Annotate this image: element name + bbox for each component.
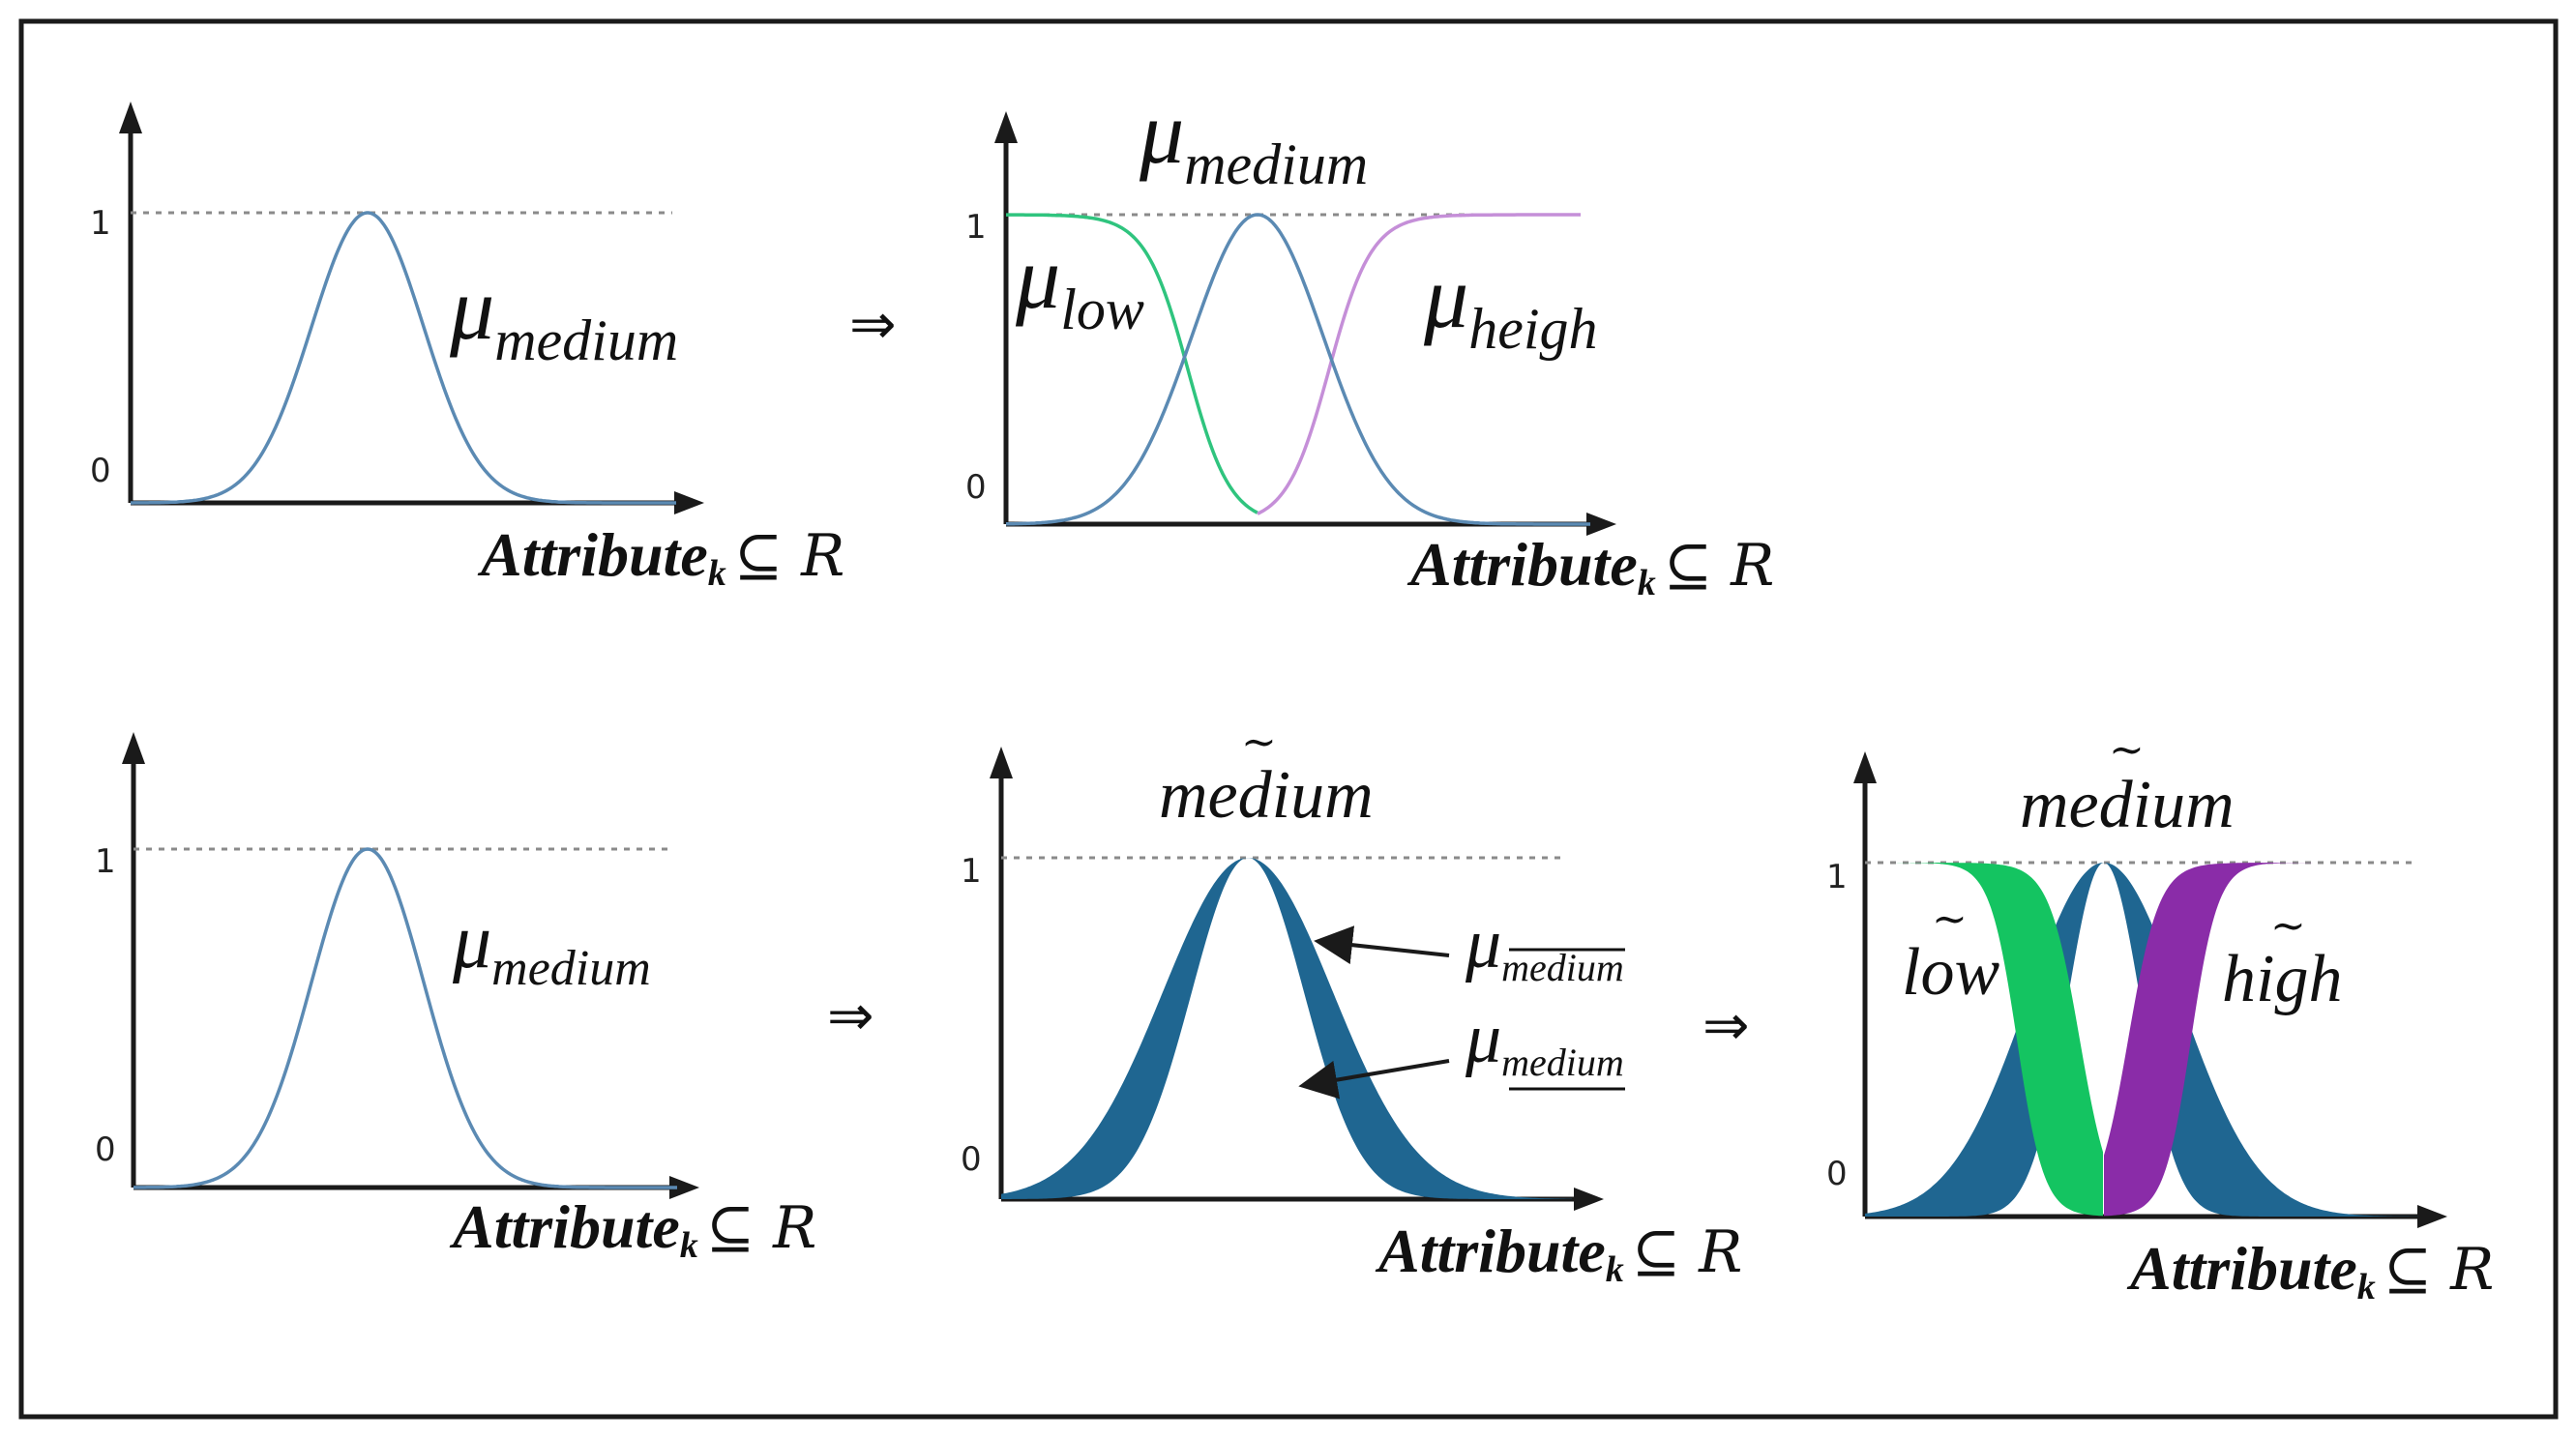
- mu-upper-medium-label: μmedium: [1465, 904, 1624, 989]
- x-axis-arrow: [1586, 513, 1616, 536]
- panel-type1-partition: 1 0 μmedium μlow μheigh Attributek ⊆ R: [965, 83, 1774, 603]
- implies-arrow-bottom-right: ⇒: [1703, 992, 1750, 1058]
- low-footprint-of-uncertainty: [1865, 863, 2103, 1217]
- figure-border: [18, 18, 2559, 1420]
- y-axis-arrow: [1853, 751, 1877, 783]
- tilde-mark: ~: [1241, 718, 1277, 767]
- high-tilde-label: ~ high: [2222, 901, 2342, 1016]
- x-axis-label: Attributek ⊆ R: [477, 520, 844, 594]
- mu-medium-label: μmedium: [452, 899, 651, 996]
- high-footprint-of-uncertainty: [2104, 863, 2346, 1217]
- medium-membership-curve: [131, 211, 676, 505]
- upper-membership-pointer: [1314, 925, 1450, 965]
- panel-type1-single: 1 0 μmedium Attributek ⊆ R: [90, 102, 844, 594]
- x-axis-label: Attributek ⊆ R: [1406, 530, 1774, 603]
- tick-one: 1: [961, 852, 982, 891]
- mu-heigh-label: μheigh: [1423, 248, 1598, 361]
- x-axis-label: Attributek ⊆ R: [1375, 1217, 1742, 1290]
- tick-zero: 0: [95, 1130, 116, 1169]
- medium-tilde-label: ~ medium: [1159, 718, 1374, 833]
- tick-one: 1: [90, 204, 111, 243]
- x-axis-arrow: [674, 491, 704, 514]
- x-axis-arrow: [669, 1176, 699, 1199]
- lower-membership-pointer: [1298, 1059, 1450, 1100]
- panel-it2-single: 1 0 ~ medium μmedium μmedium Attributek ⊆…: [961, 718, 1742, 1290]
- tick-zero: 0: [90, 452, 111, 490]
- y-axis-arrow: [990, 747, 1013, 778]
- tick-one: 1: [1826, 858, 1848, 896]
- y-axis-arrow: [119, 102, 142, 133]
- panel-it2-partition: 1 0 ~ medium ~ low ~ high Attributek ⊆ R: [1826, 725, 2494, 1307]
- medium-footprint-of-uncertainty: [1865, 863, 2418, 1217]
- low-tilde-label: ~ low: [1902, 895, 1999, 1010]
- medium-footprint-of-uncertainty: [1001, 858, 1572, 1199]
- y-axis-arrow: [994, 111, 1018, 143]
- x-axis-arrow: [2417, 1205, 2447, 1228]
- medium-membership-curve: [1006, 213, 1590, 526]
- medium-tilde-label: ~ medium: [2020, 725, 2235, 842]
- implies-arrow-bottom-left: ⇒: [827, 983, 874, 1048]
- medium-subscript: medium: [494, 308, 678, 372]
- low-membership-curve: [1006, 213, 1258, 514]
- x-axis-label: Attributek ⊆ R: [2126, 1234, 2494, 1307]
- x-axis-label: Attributek ⊆ R: [449, 1192, 816, 1266]
- x-axis-arrow: [1574, 1188, 1604, 1211]
- tick-zero: 0: [1826, 1155, 1848, 1193]
- mu-low-label: μlow: [1015, 228, 1144, 341]
- panel-type1-single-repeat: 1 0 μmedium Attributek ⊆ R: [95, 732, 816, 1266]
- medium-membership-curve: [133, 847, 677, 1189]
- implies-arrow-top: ⇒: [849, 291, 897, 357]
- mu-medium-label: μmedium: [1139, 83, 1368, 196]
- mu-medium-label: μmedium: [449, 259, 678, 372]
- tick-one: 1: [95, 842, 116, 881]
- mu-lower-medium-label: μmedium: [1465, 999, 1624, 1084]
- tick-one: 1: [965, 208, 987, 247]
- tick-zero: 0: [965, 468, 987, 507]
- y-axis-arrow: [122, 732, 145, 764]
- heigh-membership-curve: [1257, 213, 1581, 515]
- tick-zero: 0: [961, 1140, 982, 1179]
- mu-symbol: μ: [449, 259, 494, 358]
